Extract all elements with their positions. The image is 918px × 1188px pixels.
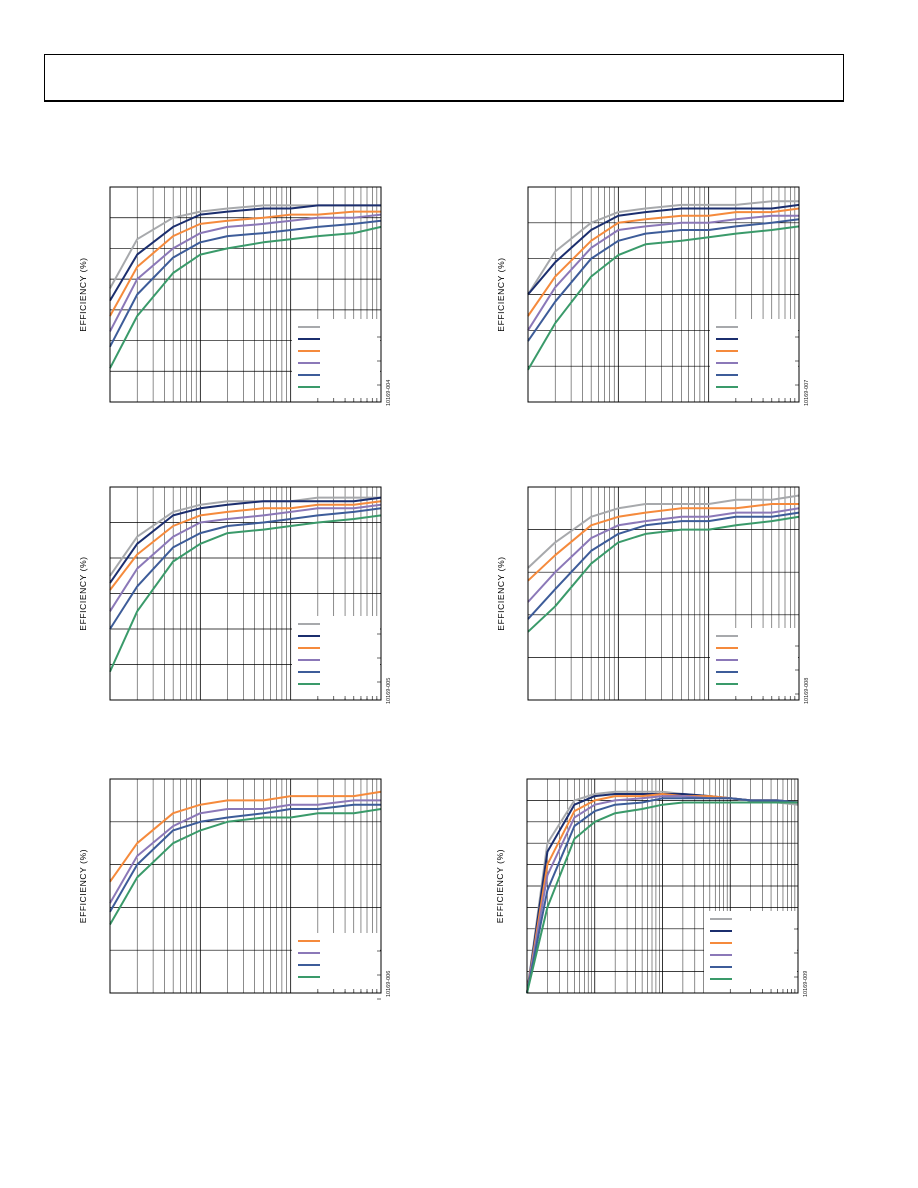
series-line-blue bbox=[527, 511, 800, 620]
series-line-orange bbox=[527, 207, 800, 317]
series-line-green bbox=[109, 808, 382, 926]
legend bbox=[704, 911, 798, 993]
series-line-blue bbox=[527, 218, 800, 342]
chart-fig1: EFFICIENCY (%) 10169-004 bbox=[78, 186, 392, 406]
series-line-green bbox=[109, 514, 382, 673]
figure-code: 10169-007 bbox=[804, 380, 810, 406]
series-line-blue bbox=[109, 219, 382, 348]
legend bbox=[710, 628, 799, 700]
plot-frame bbox=[527, 486, 800, 701]
series-line-blue bbox=[109, 507, 382, 630]
y-axis-label: EFFICIENCY (%) bbox=[78, 257, 88, 331]
y-axis-label: EFFICIENCY (%) bbox=[496, 257, 506, 331]
page-header-box bbox=[44, 54, 844, 102]
chart-fig2: EFFICIENCY (%) 10169-007 bbox=[496, 186, 810, 406]
y-axis-label: EFFICIENCY (%) bbox=[78, 556, 88, 630]
plot-frame bbox=[527, 186, 800, 403]
series-line-orange bbox=[109, 210, 381, 317]
series-line-navy bbox=[109, 204, 381, 302]
chart-fig4: EFFICIENCY (%) 10169-008 bbox=[496, 486, 810, 704]
y-axis-label: EFFICIENCY (%) bbox=[78, 849, 88, 923]
plot-frame bbox=[109, 778, 382, 994]
series-line-purple bbox=[527, 214, 799, 331]
series-line-orange bbox=[109, 500, 382, 591]
series-line-purple bbox=[109, 799, 381, 904]
series-line-orange bbox=[109, 790, 382, 883]
plot-frame bbox=[109, 186, 382, 403]
series-line-gray bbox=[527, 200, 799, 296]
series-line-green bbox=[527, 515, 800, 633]
series-line-green bbox=[527, 225, 800, 371]
chart-fig5: EFFICIENCY (%) 10169-006 bbox=[78, 778, 392, 1000]
series-line-blue bbox=[109, 803, 381, 913]
series-line-blue bbox=[526, 797, 799, 994]
series-line-purple bbox=[527, 507, 800, 603]
series-line-purple bbox=[109, 503, 382, 612]
plot-frame bbox=[109, 486, 382, 701]
legend bbox=[292, 616, 381, 700]
series-line-gray bbox=[109, 496, 381, 577]
chart-fig3: EFFICIENCY (%) 10169-005 bbox=[78, 486, 392, 704]
series-line-green bbox=[109, 225, 382, 369]
series-line-navy bbox=[109, 496, 382, 584]
legend bbox=[292, 933, 381, 1000]
y-axis-label: EFFICIENCY (%) bbox=[495, 849, 505, 923]
legend bbox=[292, 319, 381, 402]
figure-code: 10169-006 bbox=[386, 971, 392, 997]
legend bbox=[710, 319, 799, 402]
series-line-orange bbox=[527, 503, 799, 582]
figure-code: 10169-005 bbox=[386, 678, 392, 704]
series-line-purple bbox=[109, 213, 382, 332]
series-line-green bbox=[526, 801, 798, 994]
figure-code: 10169-009 bbox=[803, 971, 809, 997]
series-line-navy bbox=[527, 203, 800, 296]
figure-code: 10169-008 bbox=[804, 678, 810, 704]
plot-frame bbox=[526, 778, 799, 994]
series-line-gray bbox=[527, 494, 800, 569]
y-axis-label: EFFICIENCY (%) bbox=[496, 556, 506, 630]
figure-code: 10169-004 bbox=[386, 380, 392, 406]
chart-fig6: EFFICIENCY (%) 10169-009 bbox=[495, 778, 809, 997]
